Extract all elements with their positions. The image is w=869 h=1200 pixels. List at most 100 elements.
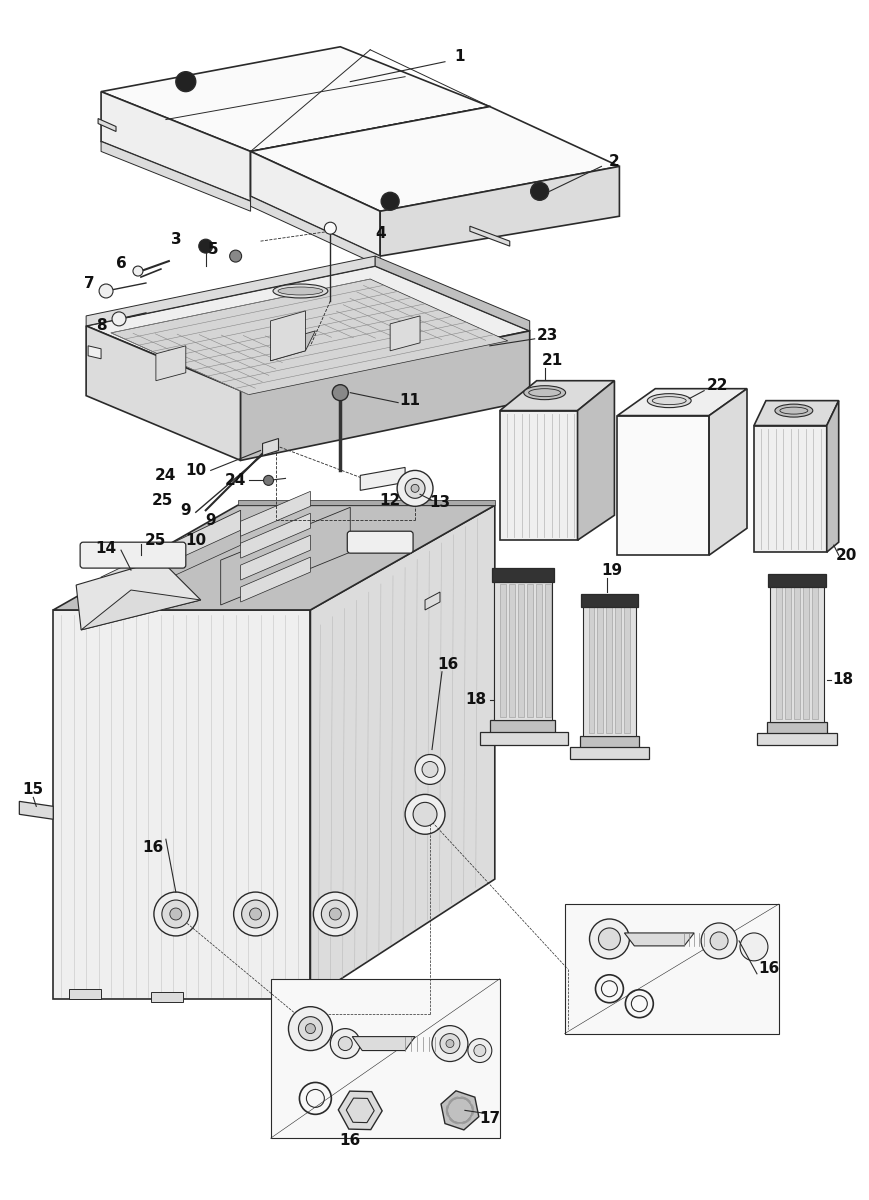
Text: 10: 10 xyxy=(185,533,206,547)
Text: 18: 18 xyxy=(831,672,852,688)
Polygon shape xyxy=(499,410,577,540)
Text: 24: 24 xyxy=(225,473,246,488)
Text: 9: 9 xyxy=(180,503,191,517)
Polygon shape xyxy=(582,605,635,736)
Polygon shape xyxy=(241,491,310,536)
Polygon shape xyxy=(491,568,553,582)
Circle shape xyxy=(313,892,357,936)
Polygon shape xyxy=(380,167,619,256)
Text: 6: 6 xyxy=(116,256,126,270)
Text: 20: 20 xyxy=(835,547,856,563)
Circle shape xyxy=(133,266,143,276)
Circle shape xyxy=(589,919,628,959)
Polygon shape xyxy=(81,590,201,630)
Ellipse shape xyxy=(647,394,690,408)
Polygon shape xyxy=(494,580,551,720)
Text: 22: 22 xyxy=(706,378,727,394)
Polygon shape xyxy=(250,197,380,266)
Text: 3: 3 xyxy=(170,232,181,247)
Text: 25: 25 xyxy=(145,533,166,547)
Circle shape xyxy=(298,1016,322,1040)
Text: 14: 14 xyxy=(96,541,116,556)
Polygon shape xyxy=(53,610,310,998)
Polygon shape xyxy=(811,587,817,719)
Polygon shape xyxy=(241,514,310,558)
Polygon shape xyxy=(270,979,499,1139)
Circle shape xyxy=(474,1044,485,1056)
Text: 10: 10 xyxy=(185,463,206,478)
Circle shape xyxy=(740,932,767,961)
Circle shape xyxy=(242,900,269,928)
Text: 19: 19 xyxy=(600,563,621,577)
Polygon shape xyxy=(250,107,619,211)
Polygon shape xyxy=(86,256,375,326)
Polygon shape xyxy=(577,380,614,540)
Polygon shape xyxy=(70,989,101,998)
Text: 24: 24 xyxy=(155,468,176,482)
Polygon shape xyxy=(241,331,529,461)
Polygon shape xyxy=(614,607,620,732)
Polygon shape xyxy=(775,587,781,719)
Polygon shape xyxy=(360,468,405,491)
Text: 5: 5 xyxy=(207,241,218,257)
Polygon shape xyxy=(86,266,529,391)
Polygon shape xyxy=(617,389,746,415)
Polygon shape xyxy=(580,594,638,607)
Polygon shape xyxy=(579,736,639,750)
Polygon shape xyxy=(101,91,250,202)
Polygon shape xyxy=(569,746,648,760)
Text: 16: 16 xyxy=(143,840,163,854)
Circle shape xyxy=(405,479,425,498)
Circle shape xyxy=(324,222,336,234)
Text: 23: 23 xyxy=(536,329,558,343)
Text: 8: 8 xyxy=(96,318,106,334)
Polygon shape xyxy=(121,530,241,600)
Circle shape xyxy=(405,794,444,834)
Polygon shape xyxy=(753,401,838,426)
Circle shape xyxy=(446,1039,454,1048)
Polygon shape xyxy=(156,346,186,380)
Ellipse shape xyxy=(523,385,565,400)
Polygon shape xyxy=(241,535,310,580)
Polygon shape xyxy=(237,500,494,505)
Circle shape xyxy=(329,908,341,920)
Circle shape xyxy=(198,239,212,253)
Polygon shape xyxy=(150,991,182,1002)
Text: 2: 2 xyxy=(608,154,619,169)
Polygon shape xyxy=(425,592,440,610)
Polygon shape xyxy=(508,584,514,716)
Polygon shape xyxy=(76,560,201,630)
Polygon shape xyxy=(86,326,241,461)
Polygon shape xyxy=(597,607,603,732)
Polygon shape xyxy=(489,720,554,734)
Circle shape xyxy=(415,755,444,785)
Circle shape xyxy=(413,803,436,827)
Polygon shape xyxy=(793,587,799,719)
Circle shape xyxy=(330,1028,360,1058)
Polygon shape xyxy=(88,346,101,359)
Polygon shape xyxy=(111,280,507,395)
Text: 18: 18 xyxy=(465,692,486,707)
Polygon shape xyxy=(352,1037,415,1050)
Polygon shape xyxy=(564,904,778,1033)
Text: 17: 17 xyxy=(479,1111,500,1126)
Polygon shape xyxy=(526,584,532,716)
Circle shape xyxy=(234,892,277,936)
Polygon shape xyxy=(587,607,594,732)
Circle shape xyxy=(530,182,548,200)
Circle shape xyxy=(468,1038,491,1062)
Text: 15: 15 xyxy=(23,782,43,797)
Polygon shape xyxy=(241,557,310,602)
Polygon shape xyxy=(270,331,315,361)
Circle shape xyxy=(432,1026,468,1062)
Polygon shape xyxy=(769,586,823,721)
Text: 16: 16 xyxy=(758,961,779,977)
Polygon shape xyxy=(753,426,826,552)
Circle shape xyxy=(700,923,736,959)
Polygon shape xyxy=(708,389,746,556)
Polygon shape xyxy=(101,142,250,211)
Circle shape xyxy=(338,1037,352,1050)
Polygon shape xyxy=(101,510,241,605)
Ellipse shape xyxy=(278,287,322,295)
Polygon shape xyxy=(221,508,350,605)
